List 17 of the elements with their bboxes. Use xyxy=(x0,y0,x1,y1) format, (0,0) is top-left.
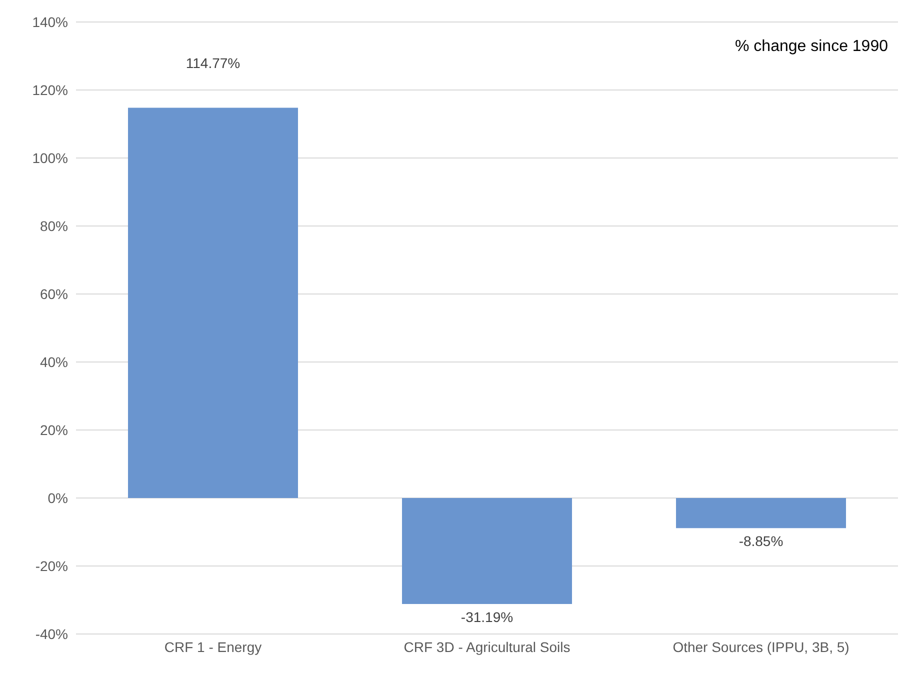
y-tick-label: 0% xyxy=(48,490,68,506)
x-tick-label: CRF 3D - Agricultural Soils xyxy=(404,638,570,655)
data-label: -31.19% xyxy=(460,609,514,626)
x-tick-label: CRF 1 - Energy xyxy=(164,638,262,655)
y-tick-label: -20% xyxy=(35,558,68,574)
y-tick-label: 40% xyxy=(40,354,68,370)
y-tick-label: 80% xyxy=(40,218,68,234)
y-tick-label: -40% xyxy=(35,626,68,642)
y-tick-label: 60% xyxy=(40,286,68,302)
x-tick-label: Other Sources (IPPU, 3B, 5) xyxy=(672,638,850,655)
y-tick-label: 140% xyxy=(32,14,68,30)
y-tick-label: 120% xyxy=(32,82,68,98)
data-label: 114.77% xyxy=(186,54,240,71)
y-tick-label: 20% xyxy=(40,422,68,438)
data-label: -8.85% xyxy=(738,533,784,550)
y-tick-label: 100% xyxy=(32,150,68,166)
annotation: % change since 1990 xyxy=(735,38,888,56)
